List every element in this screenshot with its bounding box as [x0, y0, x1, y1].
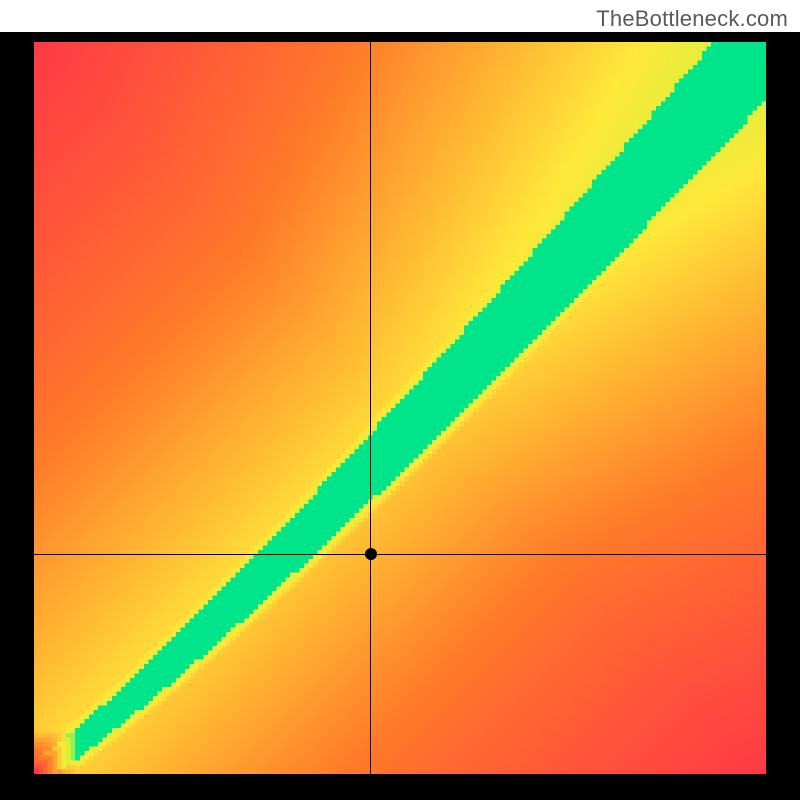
crosshair-horizontal-line: [34, 554, 766, 555]
heatmap-canvas: [34, 42, 766, 774]
crosshair-vertical-line: [370, 42, 371, 774]
heatmap-plot-area: [34, 42, 766, 774]
root-container: TheBottleneck.com: [0, 0, 800, 800]
watermark-text: TheBottleneck.com: [596, 6, 788, 32]
